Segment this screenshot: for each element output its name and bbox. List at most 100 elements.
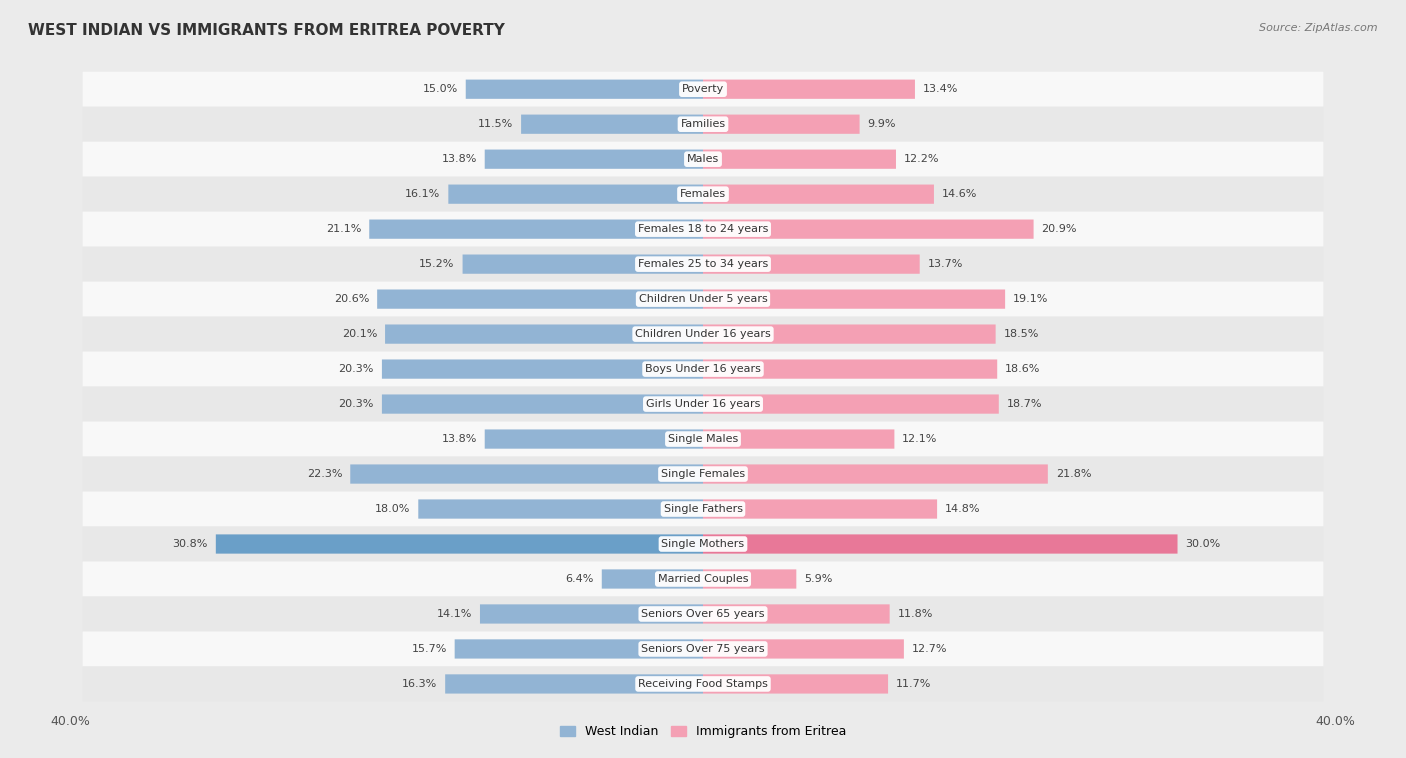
Text: 21.8%: 21.8% [1056, 469, 1091, 479]
Text: Single Fathers: Single Fathers [664, 504, 742, 514]
FancyBboxPatch shape [703, 430, 894, 449]
Text: Receiving Food Stamps: Receiving Food Stamps [638, 679, 768, 689]
Legend: West Indian, Immigrants from Eritrea: West Indian, Immigrants from Eritrea [555, 720, 851, 744]
Text: 30.0%: 30.0% [1185, 539, 1220, 549]
Text: 12.1%: 12.1% [903, 434, 938, 444]
Text: WEST INDIAN VS IMMIGRANTS FROM ERITREA POVERTY: WEST INDIAN VS IMMIGRANTS FROM ERITREA P… [28, 23, 505, 38]
FancyBboxPatch shape [703, 255, 920, 274]
Text: Source: ZipAtlas.com: Source: ZipAtlas.com [1260, 23, 1378, 33]
FancyBboxPatch shape [703, 639, 904, 659]
FancyBboxPatch shape [454, 639, 703, 659]
Text: 20.3%: 20.3% [339, 399, 374, 409]
FancyBboxPatch shape [703, 394, 998, 414]
Text: Families: Families [681, 119, 725, 129]
FancyBboxPatch shape [83, 142, 1323, 177]
FancyBboxPatch shape [703, 604, 890, 624]
FancyBboxPatch shape [83, 317, 1323, 352]
Text: Females 25 to 34 years: Females 25 to 34 years [638, 259, 768, 269]
Text: 11.5%: 11.5% [478, 119, 513, 129]
FancyBboxPatch shape [83, 72, 1323, 107]
Text: Single Females: Single Females [661, 469, 745, 479]
Text: 14.8%: 14.8% [945, 504, 980, 514]
Text: 15.0%: 15.0% [423, 84, 458, 94]
Text: 22.3%: 22.3% [307, 469, 342, 479]
FancyBboxPatch shape [703, 114, 859, 134]
FancyBboxPatch shape [215, 534, 703, 553]
Text: 21.1%: 21.1% [326, 224, 361, 234]
Text: 16.3%: 16.3% [402, 679, 437, 689]
Text: 6.4%: 6.4% [565, 574, 593, 584]
Text: Poverty: Poverty [682, 84, 724, 94]
FancyBboxPatch shape [522, 114, 703, 134]
Text: 18.7%: 18.7% [1007, 399, 1042, 409]
FancyBboxPatch shape [83, 456, 1323, 491]
Text: 13.7%: 13.7% [928, 259, 963, 269]
Text: 13.8%: 13.8% [441, 434, 477, 444]
FancyBboxPatch shape [449, 184, 703, 204]
FancyBboxPatch shape [83, 527, 1323, 562]
Text: 9.9%: 9.9% [868, 119, 896, 129]
FancyBboxPatch shape [83, 631, 1323, 666]
FancyBboxPatch shape [382, 359, 703, 379]
Text: Seniors Over 75 years: Seniors Over 75 years [641, 644, 765, 654]
FancyBboxPatch shape [703, 80, 915, 99]
FancyBboxPatch shape [83, 282, 1323, 317]
FancyBboxPatch shape [703, 184, 934, 204]
Text: Single Mothers: Single Mothers [661, 539, 745, 549]
FancyBboxPatch shape [485, 430, 703, 449]
Text: 19.1%: 19.1% [1014, 294, 1049, 304]
Text: Females: Females [681, 190, 725, 199]
Text: Girls Under 16 years: Girls Under 16 years [645, 399, 761, 409]
Text: 18.6%: 18.6% [1005, 364, 1040, 374]
FancyBboxPatch shape [370, 220, 703, 239]
Text: 20.9%: 20.9% [1042, 224, 1077, 234]
FancyBboxPatch shape [419, 500, 703, 518]
Text: 20.1%: 20.1% [342, 329, 377, 339]
FancyBboxPatch shape [703, 359, 997, 379]
FancyBboxPatch shape [485, 149, 703, 169]
FancyBboxPatch shape [463, 255, 703, 274]
Text: 18.5%: 18.5% [1004, 329, 1039, 339]
FancyBboxPatch shape [83, 562, 1323, 597]
Text: 5.9%: 5.9% [804, 574, 832, 584]
Text: 12.7%: 12.7% [912, 644, 948, 654]
Text: Single Males: Single Males [668, 434, 738, 444]
FancyBboxPatch shape [83, 491, 1323, 527]
Text: 18.0%: 18.0% [375, 504, 411, 514]
Text: 11.8%: 11.8% [897, 609, 934, 619]
Text: 20.6%: 20.6% [333, 294, 370, 304]
FancyBboxPatch shape [83, 246, 1323, 282]
Text: Boys Under 16 years: Boys Under 16 years [645, 364, 761, 374]
Text: 14.6%: 14.6% [942, 190, 977, 199]
Text: 13.4%: 13.4% [922, 84, 959, 94]
FancyBboxPatch shape [382, 394, 703, 414]
FancyBboxPatch shape [385, 324, 703, 343]
Text: Children Under 5 years: Children Under 5 years [638, 294, 768, 304]
FancyBboxPatch shape [83, 421, 1323, 456]
Text: 13.8%: 13.8% [441, 154, 477, 164]
Text: 30.8%: 30.8% [173, 539, 208, 549]
FancyBboxPatch shape [703, 220, 1033, 239]
Text: 14.1%: 14.1% [437, 609, 472, 619]
FancyBboxPatch shape [703, 569, 796, 589]
Text: 15.7%: 15.7% [412, 644, 447, 654]
FancyBboxPatch shape [703, 290, 1005, 309]
FancyBboxPatch shape [83, 107, 1323, 142]
FancyBboxPatch shape [703, 675, 889, 694]
FancyBboxPatch shape [83, 211, 1323, 246]
FancyBboxPatch shape [83, 666, 1323, 701]
Text: Children Under 16 years: Children Under 16 years [636, 329, 770, 339]
FancyBboxPatch shape [83, 352, 1323, 387]
FancyBboxPatch shape [703, 534, 1178, 553]
Text: Married Couples: Married Couples [658, 574, 748, 584]
Text: 11.7%: 11.7% [896, 679, 931, 689]
Text: Males: Males [688, 154, 718, 164]
FancyBboxPatch shape [703, 149, 896, 169]
FancyBboxPatch shape [602, 569, 703, 589]
FancyBboxPatch shape [703, 324, 995, 343]
FancyBboxPatch shape [703, 465, 1047, 484]
Text: 16.1%: 16.1% [405, 190, 440, 199]
FancyBboxPatch shape [446, 675, 703, 694]
FancyBboxPatch shape [703, 500, 938, 518]
FancyBboxPatch shape [465, 80, 703, 99]
